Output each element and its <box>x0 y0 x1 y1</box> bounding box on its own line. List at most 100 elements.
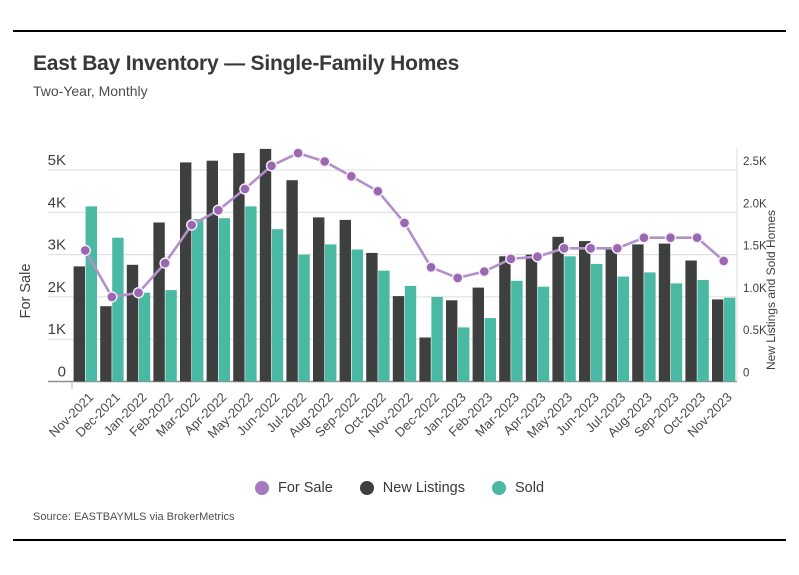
for-sale-point-Feb-2022 <box>159 257 171 269</box>
bar-new-listings-Dec-2022 <box>419 337 431 382</box>
bar-new-listings-Jun-2023 <box>579 241 591 382</box>
for-sale-point-Apr-2023 <box>531 251 544 263</box>
bar-new-listings-Jan-2023 <box>446 300 458 382</box>
bar-sold-Sep-2022 <box>351 249 363 382</box>
for-sale-point-Jun-2022 <box>265 160 278 172</box>
bar-sold-May-2022 <box>245 206 257 382</box>
for-sale-point-Jan-2023 <box>452 272 464 284</box>
bar-sold-Dec-2022 <box>431 296 443 382</box>
bar-sold-Jun-2022 <box>271 229 284 382</box>
page-subtitle: Two-Year, Monthly <box>33 83 148 99</box>
for-sale-point-Jul-2022 <box>292 147 304 159</box>
for-sale-point-Oct-2022 <box>372 185 384 197</box>
bar-new-listings-Nov-2022 <box>392 296 405 382</box>
bar-new-listings-Mar-2023 <box>499 256 511 382</box>
bar-sold-Feb-2022 <box>165 290 177 382</box>
bar-new-listings-Oct-2023 <box>685 260 697 382</box>
bar-new-listings-Oct-2022 <box>366 252 378 382</box>
for-sale-point-May-2022 <box>239 183 251 195</box>
bar-sold-Nov-2022 <box>404 285 417 382</box>
bar-sold-Jun-2023 <box>591 263 603 382</box>
for-sale-point-Aug-2023 <box>638 231 650 244</box>
legend-label: For Sale <box>277 480 333 496</box>
bar-sold-Apr-2022 <box>218 218 230 382</box>
left-axis-tick: 0 <box>58 364 66 381</box>
for-sale-point-Mar-2023 <box>505 253 517 265</box>
bar-new-listings-Jul-2023 <box>605 247 617 382</box>
bar-new-listings-Jul-2022 <box>286 180 298 382</box>
legend-item-sold: Sold <box>491 480 545 496</box>
bar-new-listings-Aug-2023 <box>632 244 644 382</box>
bar-new-listings-Sep-2023 <box>658 243 671 382</box>
for-sale-point-May-2023 <box>558 242 570 255</box>
bar-new-listings-Aug-2022 <box>313 217 325 382</box>
bar-sold-Jan-2022 <box>138 292 151 382</box>
bar-new-listings-May-2023 <box>552 236 564 382</box>
legend-item-new-listings: New Listings <box>359 480 465 496</box>
for-sale-point-Nov-2023 <box>718 255 730 267</box>
bar-new-listings-Feb-2023 <box>472 287 484 382</box>
left-axis-tick: 1K <box>48 321 66 338</box>
chart-legend: For Sale New Listings Sold <box>0 480 799 496</box>
right-axis-tick: 2.5K <box>743 156 767 168</box>
bar-sold-Mar-2022 <box>192 219 204 382</box>
bottom-divider <box>13 539 786 541</box>
for-sale-point-Apr-2022 <box>212 204 225 216</box>
bar-new-listings-Apr-2022 <box>206 160 218 382</box>
bar-sold-Nov-2021 <box>85 206 97 382</box>
for-sale-point-Dec-2021 <box>106 291 118 303</box>
bar-sold-Sep-2023 <box>670 283 683 382</box>
bar-sold-Oct-2023 <box>697 280 709 382</box>
for-sale-point-Jul-2023 <box>611 242 623 255</box>
bar-new-listings-Jan-2022 <box>126 264 139 382</box>
bar-sold-May-2023 <box>564 256 576 382</box>
right-axis-tick: 0 <box>743 368 749 380</box>
for-sale-point-Jan-2022 <box>132 287 145 299</box>
left-axis-tick: 5K <box>48 152 66 169</box>
legend-swatch-icon <box>359 481 374 495</box>
bar-new-listings-Nov-2021 <box>73 266 85 382</box>
right-axis-tick: 0.5K <box>743 325 767 337</box>
left-axis-tick: 2K <box>48 279 66 296</box>
for-sale-point-Jun-2023 <box>585 242 597 255</box>
for-sale-point-Feb-2023 <box>478 265 490 278</box>
bar-new-listings-Sep-2022 <box>339 219 351 382</box>
bar-new-listings-Feb-2022 <box>153 222 165 382</box>
legend-label: Sold <box>514 480 545 496</box>
right-axis-title: New Listings and Sold Homes <box>764 210 778 370</box>
bar-sold-Aug-2023 <box>644 272 656 382</box>
bar-sold-Jul-2023 <box>617 276 629 382</box>
for-sale-point-Aug-2022 <box>319 155 331 168</box>
top-divider <box>13 30 786 32</box>
right-axis-tick: 1.5K <box>743 241 767 253</box>
for-sale-point-Nov-2022 <box>398 217 411 229</box>
bar-sold-Nov-2023 <box>724 297 736 382</box>
bar-new-listings-Nov-2023 <box>712 299 724 382</box>
legend-swatch-icon <box>254 481 269 495</box>
right-axis-tick: 1.0K <box>743 283 767 295</box>
bar-new-listings-Jun-2022 <box>259 148 272 382</box>
for-sale-point-Dec-2022 <box>425 261 437 273</box>
source-note: Source: EASTBAYMLS via BrokerMetrics <box>33 511 235 523</box>
bar-new-listings-May-2022 <box>233 153 245 382</box>
page-title: East Bay Inventory — Single-Family Homes <box>33 52 460 75</box>
bar-new-listings-Dec-2021 <box>100 306 112 382</box>
bar-sold-Mar-2023 <box>511 280 523 382</box>
legend-swatch-icon <box>491 481 506 495</box>
for-sale-point-Sep-2023 <box>664 231 677 244</box>
bar-sold-Jul-2022 <box>298 254 310 382</box>
bar-sold-Aug-2022 <box>325 244 337 382</box>
legend-label: New Listings <box>382 480 465 496</box>
bar-sold-Dec-2021 <box>112 237 124 382</box>
bar-sold-Feb-2023 <box>484 318 496 382</box>
left-axis-title: For Sale <box>18 264 34 319</box>
left-axis-tick: 3K <box>48 237 66 254</box>
for-sale-point-Sep-2022 <box>345 170 357 183</box>
for-sale-point-Mar-2022 <box>185 219 198 231</box>
right-axis-tick: 2.0K <box>743 198 767 210</box>
for-sale-point-Oct-2023 <box>691 231 703 244</box>
bar-sold-Oct-2022 <box>378 270 390 382</box>
bar-new-listings-Apr-2023 <box>525 254 538 382</box>
